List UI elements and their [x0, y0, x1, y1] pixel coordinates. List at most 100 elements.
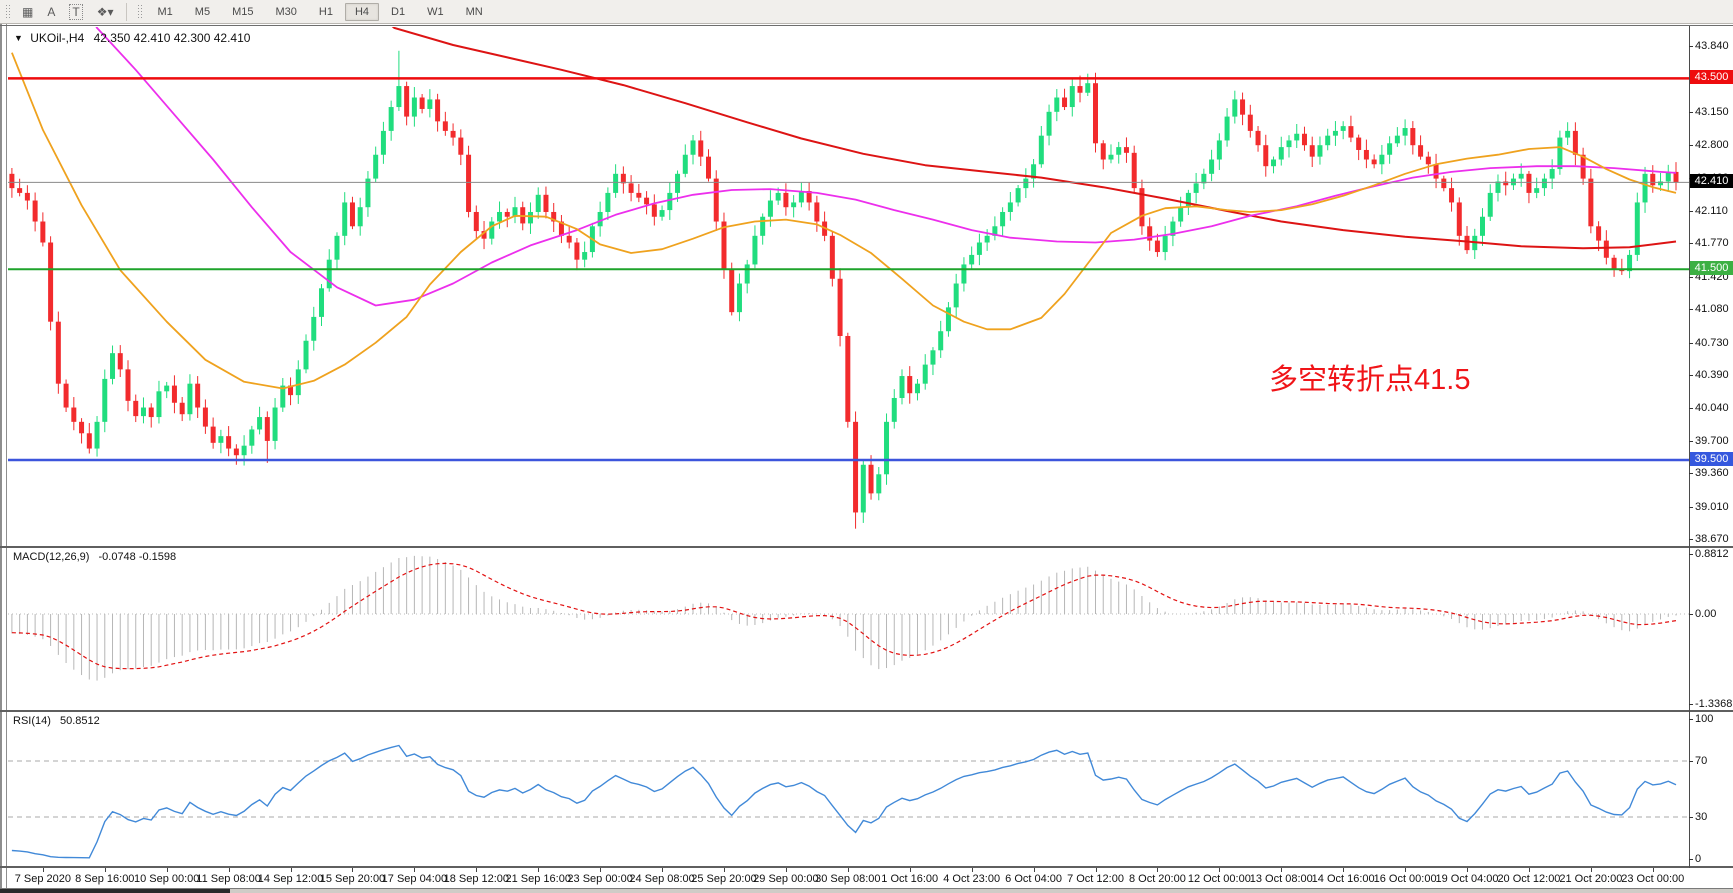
symbol-period-label: UKOil-,H4	[30, 31, 85, 45]
price-tick-label: 42.110	[1695, 205, 1728, 218]
time-tick	[909, 868, 911, 872]
price-tick	[1689, 506, 1693, 508]
time-axis-label: 7 Sep 2020	[14, 873, 71, 885]
level-price-badge-39.500: 39.500	[1690, 451, 1733, 466]
price-tick	[1689, 46, 1693, 47]
time-axis-label: 12 Oct 00:00	[1187, 873, 1251, 885]
panel-divider[interactable]	[0, 710, 1733, 712]
time-tick	[42, 868, 44, 872]
price-tick-label: 41.770	[1695, 237, 1729, 250]
timeframe-button-M1[interactable]: M1	[157, 5, 173, 18]
timeframe-button-M5[interactable]: M5	[194, 5, 211, 18]
macd-tick-label: -1.3368	[1695, 698, 1733, 711]
horizontal-scrollbar[interactable]	[0, 888, 1733, 893]
chart-symbol-header: ▼ UKOil-,H4 42.350 42.410 42.300 42.410	[14, 31, 250, 45]
time-tick	[1033, 868, 1035, 872]
macd-title: MACD(12,26,9)	[13, 551, 90, 563]
rsi-tick	[1689, 817, 1693, 818]
time-axis-label: 7 Oct 12:00	[1067, 873, 1124, 885]
price-tick	[1689, 111, 1693, 113]
macd-tick	[1689, 614, 1693, 615]
rsi-tick	[1689, 859, 1693, 860]
text-label-tool-icon[interactable]: A	[47, 4, 56, 19]
timeframe-button-M15[interactable]: M15	[232, 5, 254, 18]
scrollbar-thumb[interactable]	[0, 889, 230, 893]
price-tick-label: 40.040	[1695, 402, 1729, 415]
price-tick-label: 39.010	[1695, 500, 1729, 513]
time-axis-label: 11 Sep 08:00	[196, 873, 261, 885]
annotation-text[interactable]: 多空转折点41.5	[1269, 364, 1471, 396]
time-tick	[785, 868, 787, 872]
arrow-objects-tool-icon[interactable]: ❖▾	[90, 4, 121, 20]
price-tick	[1689, 243, 1693, 245]
time-axis-label: 30 Sep 08:00	[815, 873, 881, 885]
time-axis-label: 13 Oct 08:00	[1249, 873, 1313, 885]
panel-divider[interactable]	[0, 546, 1733, 548]
time-tick	[1528, 868, 1530, 872]
time-tick	[1467, 868, 1469, 872]
time-tick	[538, 868, 540, 872]
time-tick	[414, 868, 416, 872]
rsi-tick	[1689, 761, 1693, 762]
time-tick	[290, 868, 292, 872]
toolbar-grip[interactable]	[136, 3, 142, 20]
time-tick	[1219, 868, 1221, 872]
macd-header: MACD(12,26,9) -0.0748 -0.1598	[13, 551, 176, 563]
time-axis-label: 29 Sep 00:00	[753, 873, 819, 885]
chart-menu-caret-icon[interactable]: ▼	[14, 33, 23, 43]
macd-values: -0.0748 -0.1598	[98, 551, 177, 563]
price-tick	[1689, 440, 1693, 442]
time-axis-label: 17 Sep 04:00	[381, 873, 448, 885]
timeframe-button-M30[interactable]: M30	[275, 5, 297, 18]
timeframe-button-H4[interactable]: H4	[344, 2, 379, 21]
time-tick	[723, 868, 725, 872]
time-axis-label: 20 Oct 12:00	[1497, 873, 1561, 885]
timeframe-button-group: M1 M5 M15 M30 H1 H4 D1 W1 MN	[147, 2, 494, 21]
price-tick-label: 39.700	[1695, 434, 1729, 447]
time-axis-label: 24 Sep 08:00	[629, 873, 695, 885]
price-axis-line	[1689, 26, 1690, 868]
time-tick	[166, 868, 168, 872]
time-tick	[1157, 868, 1159, 872]
panel-divider	[0, 866, 1733, 868]
time-tick	[104, 868, 106, 872]
ohlc-values: 42.350 42.410 42.300 42.410	[93, 31, 251, 45]
time-tick	[600, 868, 602, 872]
time-axis-label: 19 Oct 04:00	[1435, 873, 1499, 885]
price-tick-label: 42.800	[1695, 139, 1729, 152]
time-tick	[1095, 868, 1097, 872]
rsi-value: 50.8512	[59, 715, 100, 727]
time-tick	[1343, 868, 1345, 872]
level-price-badge-43.500: 43.500	[1690, 70, 1733, 85]
time-axis-label: 15 Sep 20:00	[319, 873, 386, 885]
time-axis-label: 8 Sep 16:00	[75, 873, 135, 885]
time-axis-label: 23 Oct 00:00	[1621, 873, 1685, 885]
macd-indicator-canvas[interactable]	[8, 548, 1689, 710]
mid-ma[interactable]	[85, 27, 1677, 307]
price-tick	[1689, 473, 1693, 475]
price-chart-canvas[interactable]	[8, 27, 1689, 546]
timeframe-button-W1[interactable]: W1	[427, 5, 444, 18]
text-tool-icon[interactable]: T	[62, 3, 89, 20]
time-axis-label: 10 Sep 00:00	[133, 873, 200, 885]
toolbar-grip[interactable]	[5, 3, 10, 20]
time-axis-label: 23 Sep 00:00	[567, 873, 633, 885]
timeframe-button-H1[interactable]: H1	[318, 5, 333, 18]
macd-tick	[1689, 554, 1693, 556]
arrows-glyph: ❖	[96, 4, 108, 19]
fast-ma[interactable]	[11, 52, 1677, 390]
fibonacci-tool-icon[interactable]: ▦	[22, 4, 34, 19]
time-axis-label: 6 Oct 04:00	[1005, 873, 1063, 885]
slow-ma[interactable]	[376, 27, 1677, 250]
timeframe-button-D1[interactable]: D1	[391, 5, 406, 18]
rsi-tick-label: 0	[1695, 853, 1702, 865]
rsi-header: RSI(14) 50.8512	[13, 715, 100, 727]
time-tick	[1652, 868, 1654, 872]
time-tick	[228, 868, 230, 872]
price-tick-label: 43.150	[1695, 105, 1729, 118]
price-tick	[1689, 375, 1693, 377]
timeframe-button-MN[interactable]: MN	[465, 5, 483, 18]
text-tool-glyph: T	[69, 3, 83, 20]
rsi-indicator-canvas[interactable]	[8, 712, 1689, 866]
